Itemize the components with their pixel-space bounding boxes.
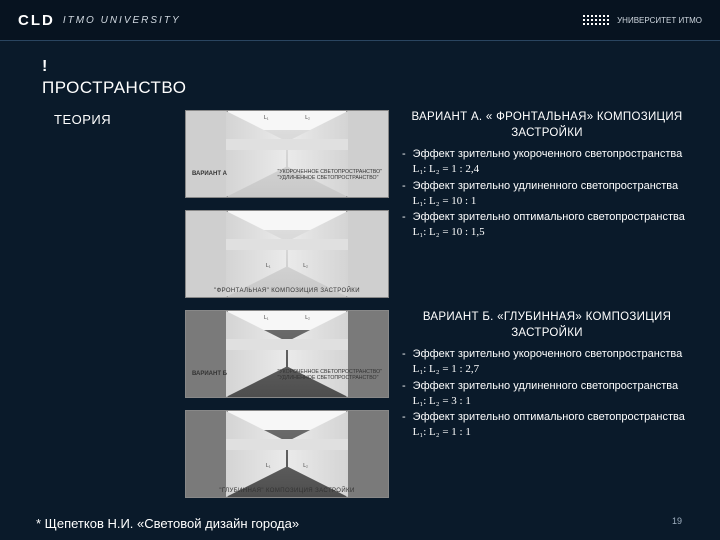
footnote: * Щепетков Н.И. «Световой дизайн города»	[36, 516, 299, 532]
logo-left: CLD ITMO UNIVERSITY	[18, 12, 181, 29]
diagram-b-bottom: L₁ L₂ "ГЛУБИННАЯ" КОМПОЗИЦИЯ ЗАСТРОЙКИ	[185, 410, 389, 498]
dash-icon: -	[402, 379, 406, 409]
bullet-body: Эффект зрительно оптимального светопрост…	[413, 211, 685, 223]
dia-varlabel: ВАРИАНТ А	[192, 171, 227, 177]
dia-sub2: "УДЛИНЕННОЕ СВЕТОПРОСТРАНСТВО"	[278, 375, 382, 381]
dia-varlabel: ВАРИАНТ Б	[192, 371, 227, 377]
dia-caption: "ФРОНТАЛЬНАЯ" КОМПОЗИЦИЯ ЗАСТРОЙКИ	[186, 288, 388, 294]
bullet-text: Эффект зрительно оптимального светопрост…	[413, 210, 692, 240]
bullet-ratio: L₁: L₂ = 1 : 2,7	[413, 363, 479, 375]
list-item: - Эффект зрительно оптимального светопро…	[402, 410, 692, 440]
diagram-b-top: L₁ L₂ ВАРИАНТ Б "УКОРОЧЕННОЕ СВЕТОПРОСТР…	[185, 310, 389, 398]
logo-right-text: УНИВЕРСИТЕТ ИТМО	[617, 16, 702, 25]
itmo-dots-icon	[583, 15, 609, 25]
bullet-body: Эффект зрительно укороченного светопрост…	[413, 148, 683, 160]
bullet-ratio: L₁: L₂ = 10 : 1	[413, 195, 477, 207]
bullet-ratio: L₁: L₂ = 3 : 1	[413, 395, 471, 407]
list-item: - Эффект зрительно удлиненного светопрос…	[402, 379, 692, 409]
bullet-ratio: L₁: L₂ = 1 : 2,4	[413, 163, 479, 175]
dia-sublabels: "УКОРОЧЕННОЕ СВЕТОПРОСТРАНСТВО" "УДЛИНЕН…	[278, 369, 382, 381]
list-item: - Эффект зрительно оптимального светопро…	[402, 210, 692, 240]
exclamation: !	[42, 58, 186, 76]
bullet-ratio: L₁: L₂ = 1 : 1	[413, 426, 471, 438]
page-subtitle: ТЕОРИЯ	[54, 112, 186, 127]
list-item: - Эффект зрительно укороченного светопро…	[402, 147, 692, 177]
dash-icon: -	[402, 210, 406, 240]
bullet-body: Эффект зрительно укороченного светопрост…	[413, 348, 683, 360]
bullet-body: Эффект зрительно оптимального светопрост…	[413, 411, 685, 423]
bullet-text: Эффект зрительно оптимального светопрост…	[413, 410, 692, 440]
variant-a-text: ВАРИАНТ А. « ФРОНТАЛЬНАЯ» КОМПОЗИЦИЯ ЗАС…	[402, 110, 692, 242]
bullet-text: Эффект зрительно укороченного светопрост…	[413, 147, 692, 177]
dia-caption: "ГЛУБИННАЯ" КОМПОЗИЦИЯ ЗАСТРОЙКИ	[186, 488, 388, 494]
bullet-text: Эффект зрительно удлиненного светопростр…	[413, 379, 692, 409]
bullet-text: Эффект зрительно удлиненного светопростр…	[413, 179, 692, 209]
diagram-a-bottom: L₁ L₂ "ФРОНТАЛЬНАЯ" КОМПОЗИЦИЯ ЗАСТРОЙКИ	[185, 210, 389, 298]
dash-icon: -	[402, 147, 406, 177]
variant-b-text: ВАРИАНТ Б. «ГЛУБИННАЯ» КОМПОЗИЦИЯ ЗАСТРО…	[402, 310, 692, 442]
dash-icon: -	[402, 410, 406, 440]
dia-sub2: "УДЛИНЕННОЕ СВЕТОПРОСТРАНСТВО"	[278, 175, 382, 181]
logo-right: УНИВЕРСИТЕТ ИТМО	[583, 15, 702, 25]
variant-b-title: ВАРИАНТ Б. «ГЛУБИННАЯ» КОМПОЗИЦИЯ ЗАСТРО…	[402, 310, 692, 341]
dia-sublabels: "УКОРОЧЕННОЕ СВЕТОПРОСТРАНСТВО" "УДЛИНЕН…	[278, 169, 382, 181]
list-item: - Эффект зрительно укороченного светопро…	[402, 347, 692, 377]
bullet-body: Эффект зрительно удлиненного светопростр…	[413, 180, 678, 192]
logo-text: CLD	[18, 12, 55, 29]
bullet-text: Эффект зрительно укороченного светопрост…	[413, 347, 692, 377]
page-title: ПРОСТРАНСТВО	[42, 78, 186, 98]
diagram-a-top: L₁ L₂ ВАРИАНТ А "УКОРОЧЕННОЕ СВЕТОПРОСТР…	[185, 110, 389, 198]
title-block: ! ПРОСТРАНСТВО ТЕОРИЯ	[42, 58, 186, 127]
dash-icon: -	[402, 179, 406, 209]
bullet-ratio: L₁: L₂ = 10 : 1,5	[413, 226, 485, 238]
bullet-body: Эффект зрительно удлиненного светопростр…	[413, 380, 678, 392]
list-item: - Эффект зрительно удлиненного светопрос…	[402, 179, 692, 209]
dash-icon: -	[402, 347, 406, 377]
variant-a-title: ВАРИАНТ А. « ФРОНТАЛЬНАЯ» КОМПОЗИЦИЯ ЗАС…	[402, 110, 692, 141]
header: CLD ITMO UNIVERSITY УНИВЕРСИТЕТ ИТМО	[0, 0, 720, 41]
logo-subtext: ITMO UNIVERSITY	[63, 15, 181, 26]
page-number: 19	[672, 516, 682, 526]
